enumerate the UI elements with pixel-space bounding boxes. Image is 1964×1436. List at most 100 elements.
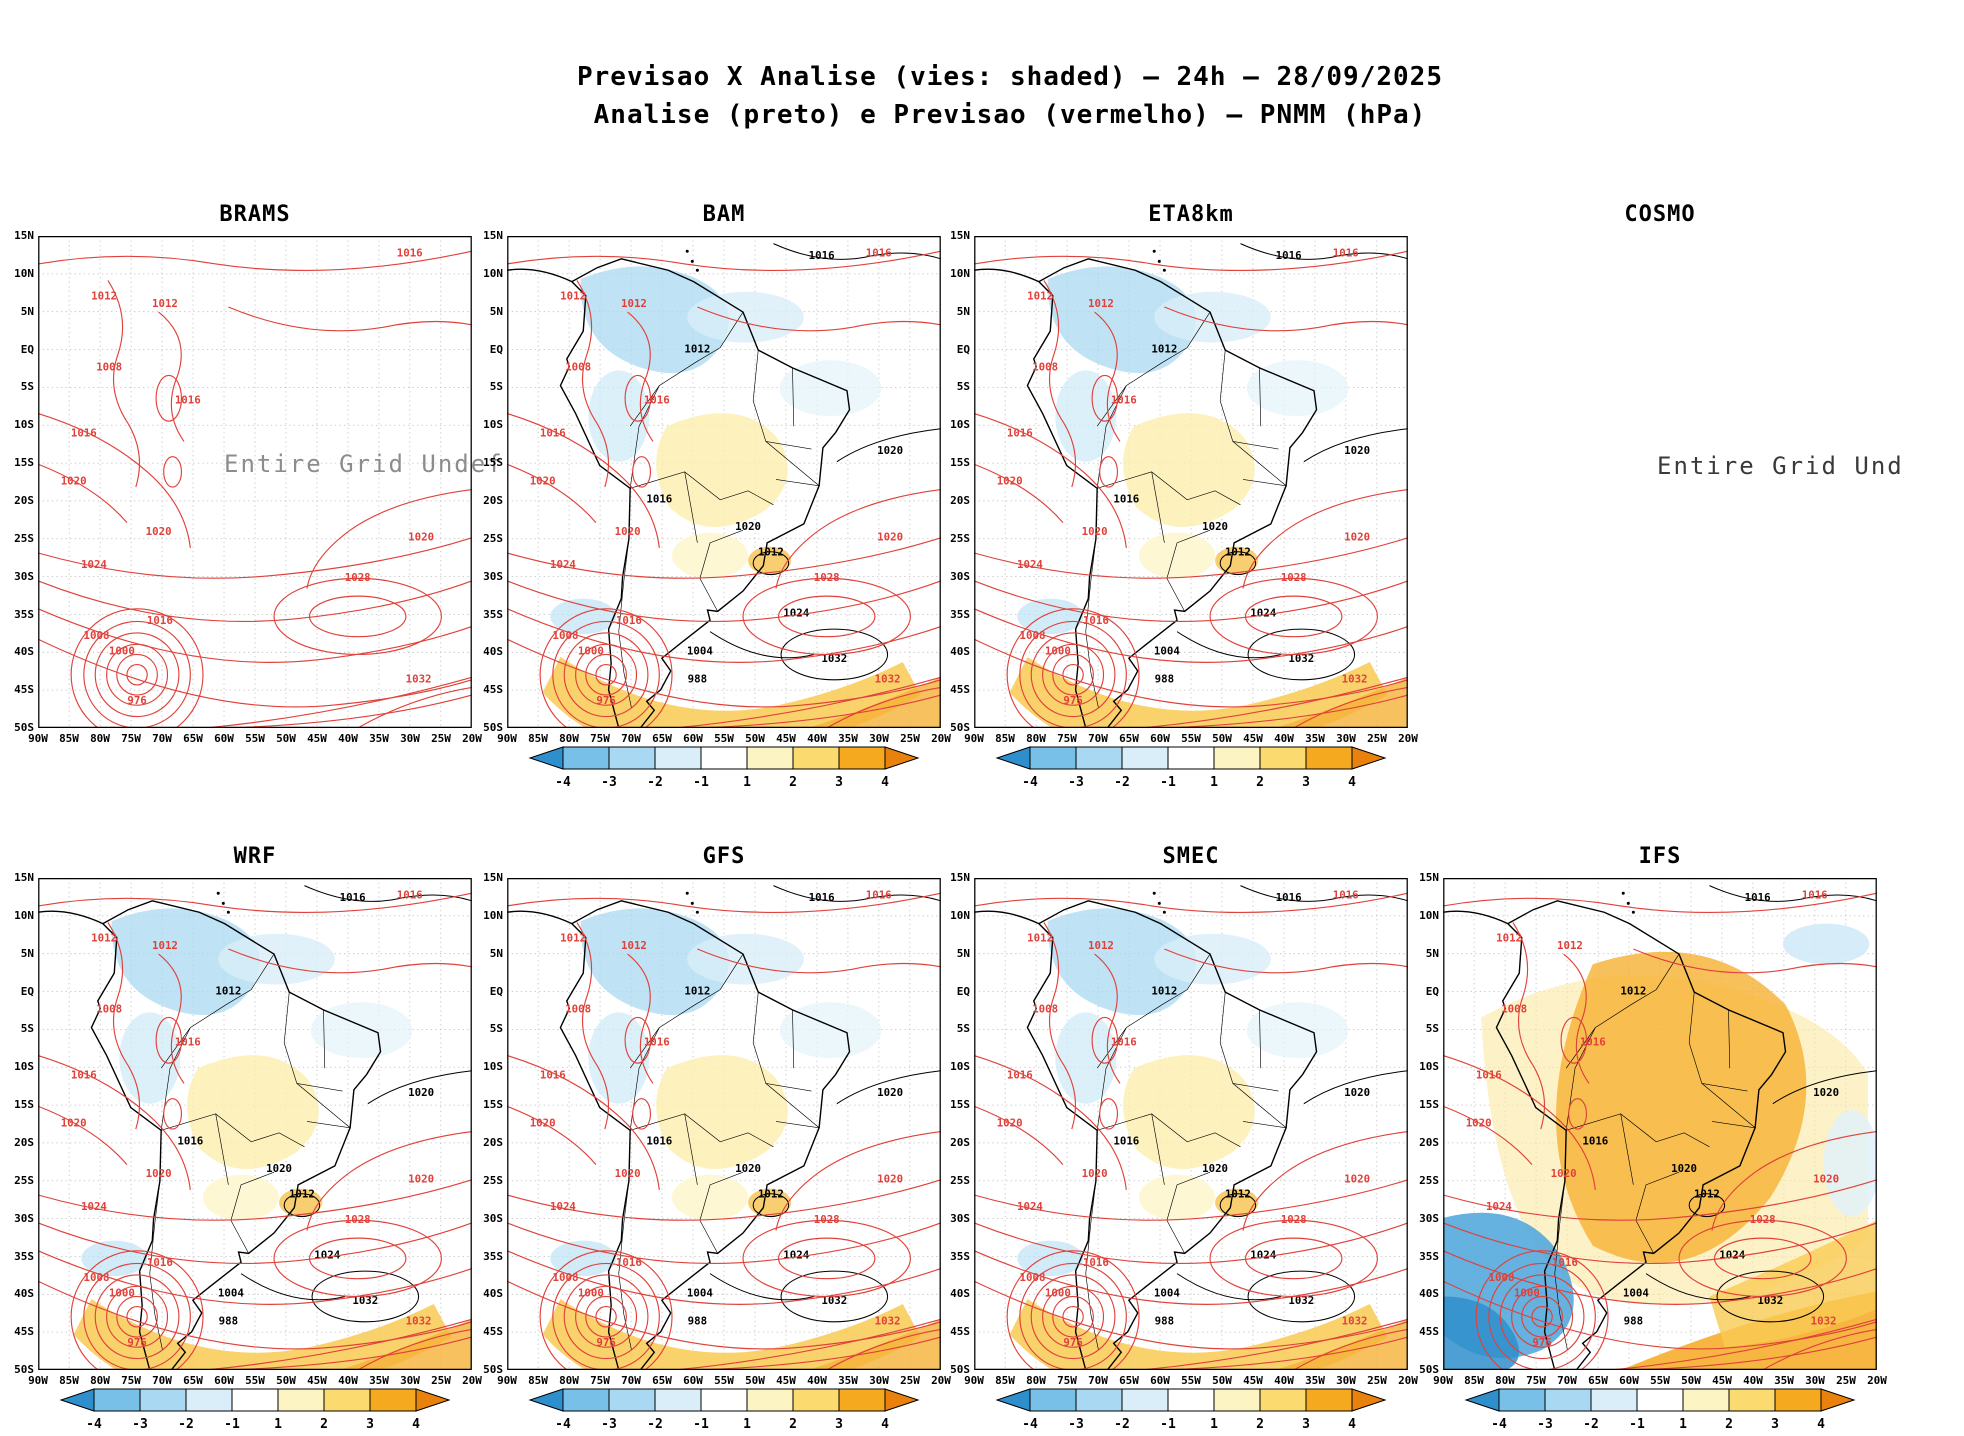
contour-label-red: 1008	[1501, 1002, 1527, 1015]
contour-label-black: 1004	[1623, 1286, 1649, 1299]
lat-tick-label: 15S	[483, 456, 503, 470]
contour-label-red: 1008	[1020, 1271, 1046, 1284]
lon-tick-label: 45W	[1243, 732, 1263, 745]
lon-tick-label: 75W	[1526, 1374, 1546, 1387]
contour-label-black: 1020	[1344, 444, 1370, 457]
contour-label-red: 1016	[147, 614, 173, 627]
contour-label-red: 1012	[560, 289, 586, 302]
lon-tick-label: 50W	[1681, 1374, 1701, 1387]
lat-tick-label: 10N	[14, 908, 34, 922]
lon-tick-label: 40W	[1743, 1374, 1763, 1387]
lon-tick-label: 85W	[59, 732, 79, 745]
colorbar-tick-label: -3	[1537, 1417, 1553, 1432]
contour-label-red: 1012	[1088, 939, 1114, 952]
lon-tick-label: 85W	[59, 1374, 79, 1387]
lat-tick-label: 35S	[950, 1249, 970, 1263]
contour-label-red: 1000	[578, 1286, 604, 1299]
map-canvas-smec: 1016 1012 1020 1012 1032 1024 1016 1020 1004 988 1…	[973, 878, 1409, 1400]
lat-tick-label: 45S	[14, 1325, 34, 1339]
lon-tick-label: 60W	[683, 732, 703, 745]
contour-label-red: 1020	[408, 1172, 434, 1185]
lon-tick-label: 50W	[1212, 732, 1232, 745]
contour-label-red: 1008	[565, 360, 591, 373]
colorbar-tick-label: 4	[1348, 1417, 1356, 1432]
colorbar-wrf: -4 -3 -2 -1 1 2 3 4	[57, 1386, 453, 1436]
contour-label-black: 1012	[1694, 1188, 1720, 1201]
lat-tick-label: 40S	[483, 645, 503, 659]
lat-tick-label: 25S	[950, 531, 970, 545]
lon-tick-label: 35W	[369, 1374, 389, 1387]
lat-tick-label: 20S	[483, 493, 503, 507]
contour-label-red: 1020	[61, 475, 87, 488]
contour-label-red: 1016	[397, 246, 423, 259]
colorbar-tick-label: -1	[1160, 1417, 1176, 1432]
contour-label-black: 1012	[215, 985, 241, 998]
contour-label-red: 1016	[147, 1256, 173, 1269]
colorbar-tick-label: 2	[1256, 775, 1264, 790]
lat-tick-label: 5S	[1425, 1022, 1439, 1036]
lon-tick-label: 50W	[745, 1374, 765, 1387]
contour-label-black: 988	[219, 1314, 238, 1327]
contour-label-red: 1016	[1007, 426, 1033, 439]
lon-tick-label: 90W	[28, 1374, 48, 1387]
lon-tick-label: 40W	[807, 732, 827, 745]
colorbar-tick-label: -4	[555, 1417, 571, 1432]
map-frame-eta8km: 1016 1012 1020 1012 1032 1024 1016 1020 1004 988 1…	[973, 236, 1409, 758]
contour-label-red: 1016	[1083, 614, 1109, 627]
lat-tick-label: 15S	[483, 1098, 503, 1112]
lat-tick-label: 30S	[483, 1211, 503, 1225]
contour-label-black: 1020	[735, 1162, 761, 1175]
lon-tick-label: 20W	[462, 732, 482, 745]
contour-label-red: 1008	[565, 1002, 591, 1015]
contour-label-red: 1016	[175, 1035, 201, 1048]
contour-label-red: 1012	[1496, 931, 1522, 944]
lon-tick-label: 20W	[931, 1374, 951, 1387]
contour-label-red: 1032	[406, 1314, 432, 1327]
colorbar-tick-label: 2	[789, 1417, 797, 1432]
colorbar-tick-label: 1	[1210, 775, 1218, 790]
contour-label-black: 1004	[1154, 644, 1180, 657]
contour-label-red: 1028	[814, 1213, 840, 1226]
lat-tick-label: 15N	[950, 229, 970, 242]
panel-brams: BRAMS 1016 1012 1012 1008 1016 1016 1020 1020 102…	[14, 200, 502, 800]
lat-tick-label: 15N	[14, 229, 34, 242]
lon-tick-label: 50W	[745, 732, 765, 745]
contour-label-red: 1028	[1750, 1213, 1776, 1226]
lon-tick-label: 65W	[183, 1374, 203, 1387]
lon-tick-label: 25W	[1367, 1374, 1387, 1387]
contour-label-red: 1016	[397, 888, 423, 901]
lat-tick-label: 35S	[1419, 1249, 1439, 1263]
contour-label-red: 1020	[530, 475, 556, 488]
lon-tick-label: 45W	[776, 732, 796, 745]
contour-label-red: 1020	[997, 1117, 1023, 1130]
contour-label-red: 1020	[1344, 530, 1370, 543]
lat-tick-label: 30S	[1419, 1211, 1439, 1225]
lat-tick-label: 35S	[483, 607, 503, 621]
contour-label-red: 1020	[997, 475, 1023, 488]
colorbar-tick-label: 2	[1725, 1417, 1733, 1432]
colorbar-tick-label: 4	[881, 1417, 889, 1432]
contour-label-red: 1012	[152, 297, 178, 310]
contour-label-red: 1020	[615, 525, 641, 538]
contour-label-red: 1020	[877, 1172, 903, 1185]
lat-tick-label: 5N	[1425, 946, 1439, 960]
lat-tick-label: 45S	[483, 1325, 503, 1339]
lon-tick-label: 40W	[338, 1374, 358, 1387]
lat-tick-label: 15S	[14, 1098, 34, 1112]
lat-tick-label: 15S	[14, 456, 34, 470]
contour-label-black: 1016	[1113, 1134, 1139, 1147]
lat-tick-label: 10N	[950, 908, 970, 922]
contour-label-black: 1024	[1250, 1248, 1276, 1261]
colorbar-tick-label: 1	[743, 775, 751, 790]
lon-tick-label: 90W	[28, 732, 48, 745]
lat-tick-label: 35S	[14, 1249, 34, 1263]
bias-colorbar-bam: -4 -3 -2 -1 1 2 3 4	[528, 746, 920, 790]
lon-tick-label: 80W	[559, 732, 579, 745]
contour-label-black: 1004	[687, 644, 713, 657]
contour-label-red: 1000	[1045, 1286, 1071, 1299]
lon-tick-label: 25W	[1836, 1374, 1856, 1387]
map-canvas-eta8km: 1016 1012 1020 1012 1032 1024 1016 1020 1004 988 1…	[973, 236, 1409, 758]
colorbar-tick-label: -4	[86, 1417, 102, 1432]
contour-label-black: 1016	[1582, 1134, 1608, 1147]
